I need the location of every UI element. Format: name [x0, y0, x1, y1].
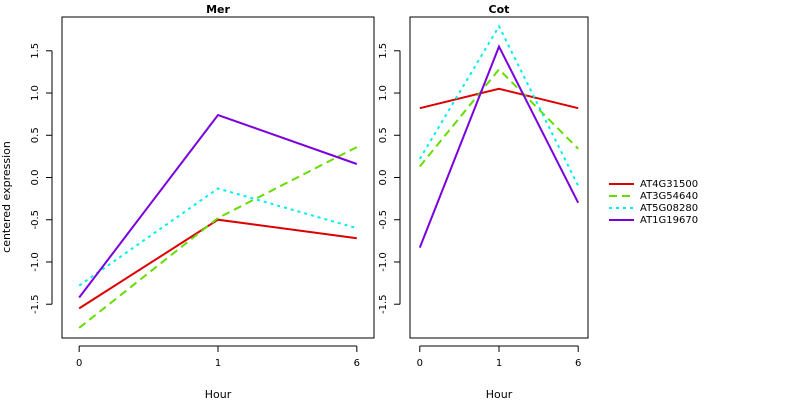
panel-cot: Cot Hour [486, 3, 513, 400]
series-line-mer-at1g19670 [78, 113, 358, 299]
legend-label-at5g08280: AT5G08280 [640, 203, 698, 214]
legend: AT4G31500 AT3G54640 AT5G08280 AT1G19670 [609, 179, 698, 226]
series-line-mer-at5g08280 [78, 187, 358, 287]
series-line-mer-at4g31500 [78, 218, 357, 310]
y-tick-label-cot: -0.5 [378, 210, 389, 230]
series-line-cot-at5g08280 [418, 24, 580, 187]
y-tick-label-mer: -1.0 [30, 252, 41, 272]
y-tick-label-cot: -1.0 [378, 252, 389, 272]
series-line-cot-at1g19670 [418, 44, 580, 248]
x-tick-label-cot: 6 [575, 358, 581, 369]
y-tick-label-mer: -0.5 [30, 210, 41, 230]
series-line-mer-at3g54640 [78, 146, 358, 329]
y-tick-label-cot: 1.0 [378, 85, 389, 101]
x-axis-title-cot: Hour [486, 388, 513, 400]
y-tick-label-mer: 1.0 [30, 85, 41, 101]
y-tick-label-mer: 1.5 [30, 43, 41, 59]
series-line-cot-at4g31500 [419, 87, 579, 110]
plot-area-mer: -1.5 -1.0 -0.5 0.0 0.5 1.0 1.5 0 1 6 [30, 16, 375, 369]
x-tick-label-mer: 1 [215, 358, 221, 369]
x-tick-label-mer: 6 [354, 358, 360, 369]
panel-title-mer: Mer [206, 3, 230, 16]
legend-label-at1g19670: AT1G19670 [640, 215, 698, 226]
x-tick-label-cot: 1 [496, 358, 502, 369]
panel-title-cot: Cot [489, 3, 510, 16]
y-tick-label-cot: 1.5 [378, 43, 389, 59]
legend-label-at3g54640: AT3G54640 [640, 191, 698, 202]
x-tick-label-cot: 0 [417, 358, 423, 369]
series-line-cot-at3g54640 [419, 67, 579, 168]
x-axis-title-mer: Hour [205, 388, 232, 400]
legend-label-at4g31500: AT4G31500 [640, 179, 698, 190]
x-tick-label-mer: 0 [76, 358, 82, 369]
plot-area-cot: -1.5 -1.0 -0.5 0.0 0.5 1.0 1.5 0 1 6 [378, 16, 589, 369]
plot-frame-mer [61, 16, 375, 339]
y-tick-label-mer: 0.0 [30, 170, 41, 186]
y-tick-label-mer: -1.5 [30, 294, 41, 314]
panel-mer: Mer Hour [205, 3, 232, 400]
y-tick-label-mer: 0.5 [30, 127, 41, 143]
y-axis-title: centered expression [0, 141, 13, 253]
y-tick-label-cot: -1.5 [378, 294, 389, 314]
y-tick-label-cot: 0.0 [378, 170, 389, 186]
y-tick-label-cot: 0.5 [378, 127, 389, 143]
plot-frame-cot [409, 16, 589, 339]
